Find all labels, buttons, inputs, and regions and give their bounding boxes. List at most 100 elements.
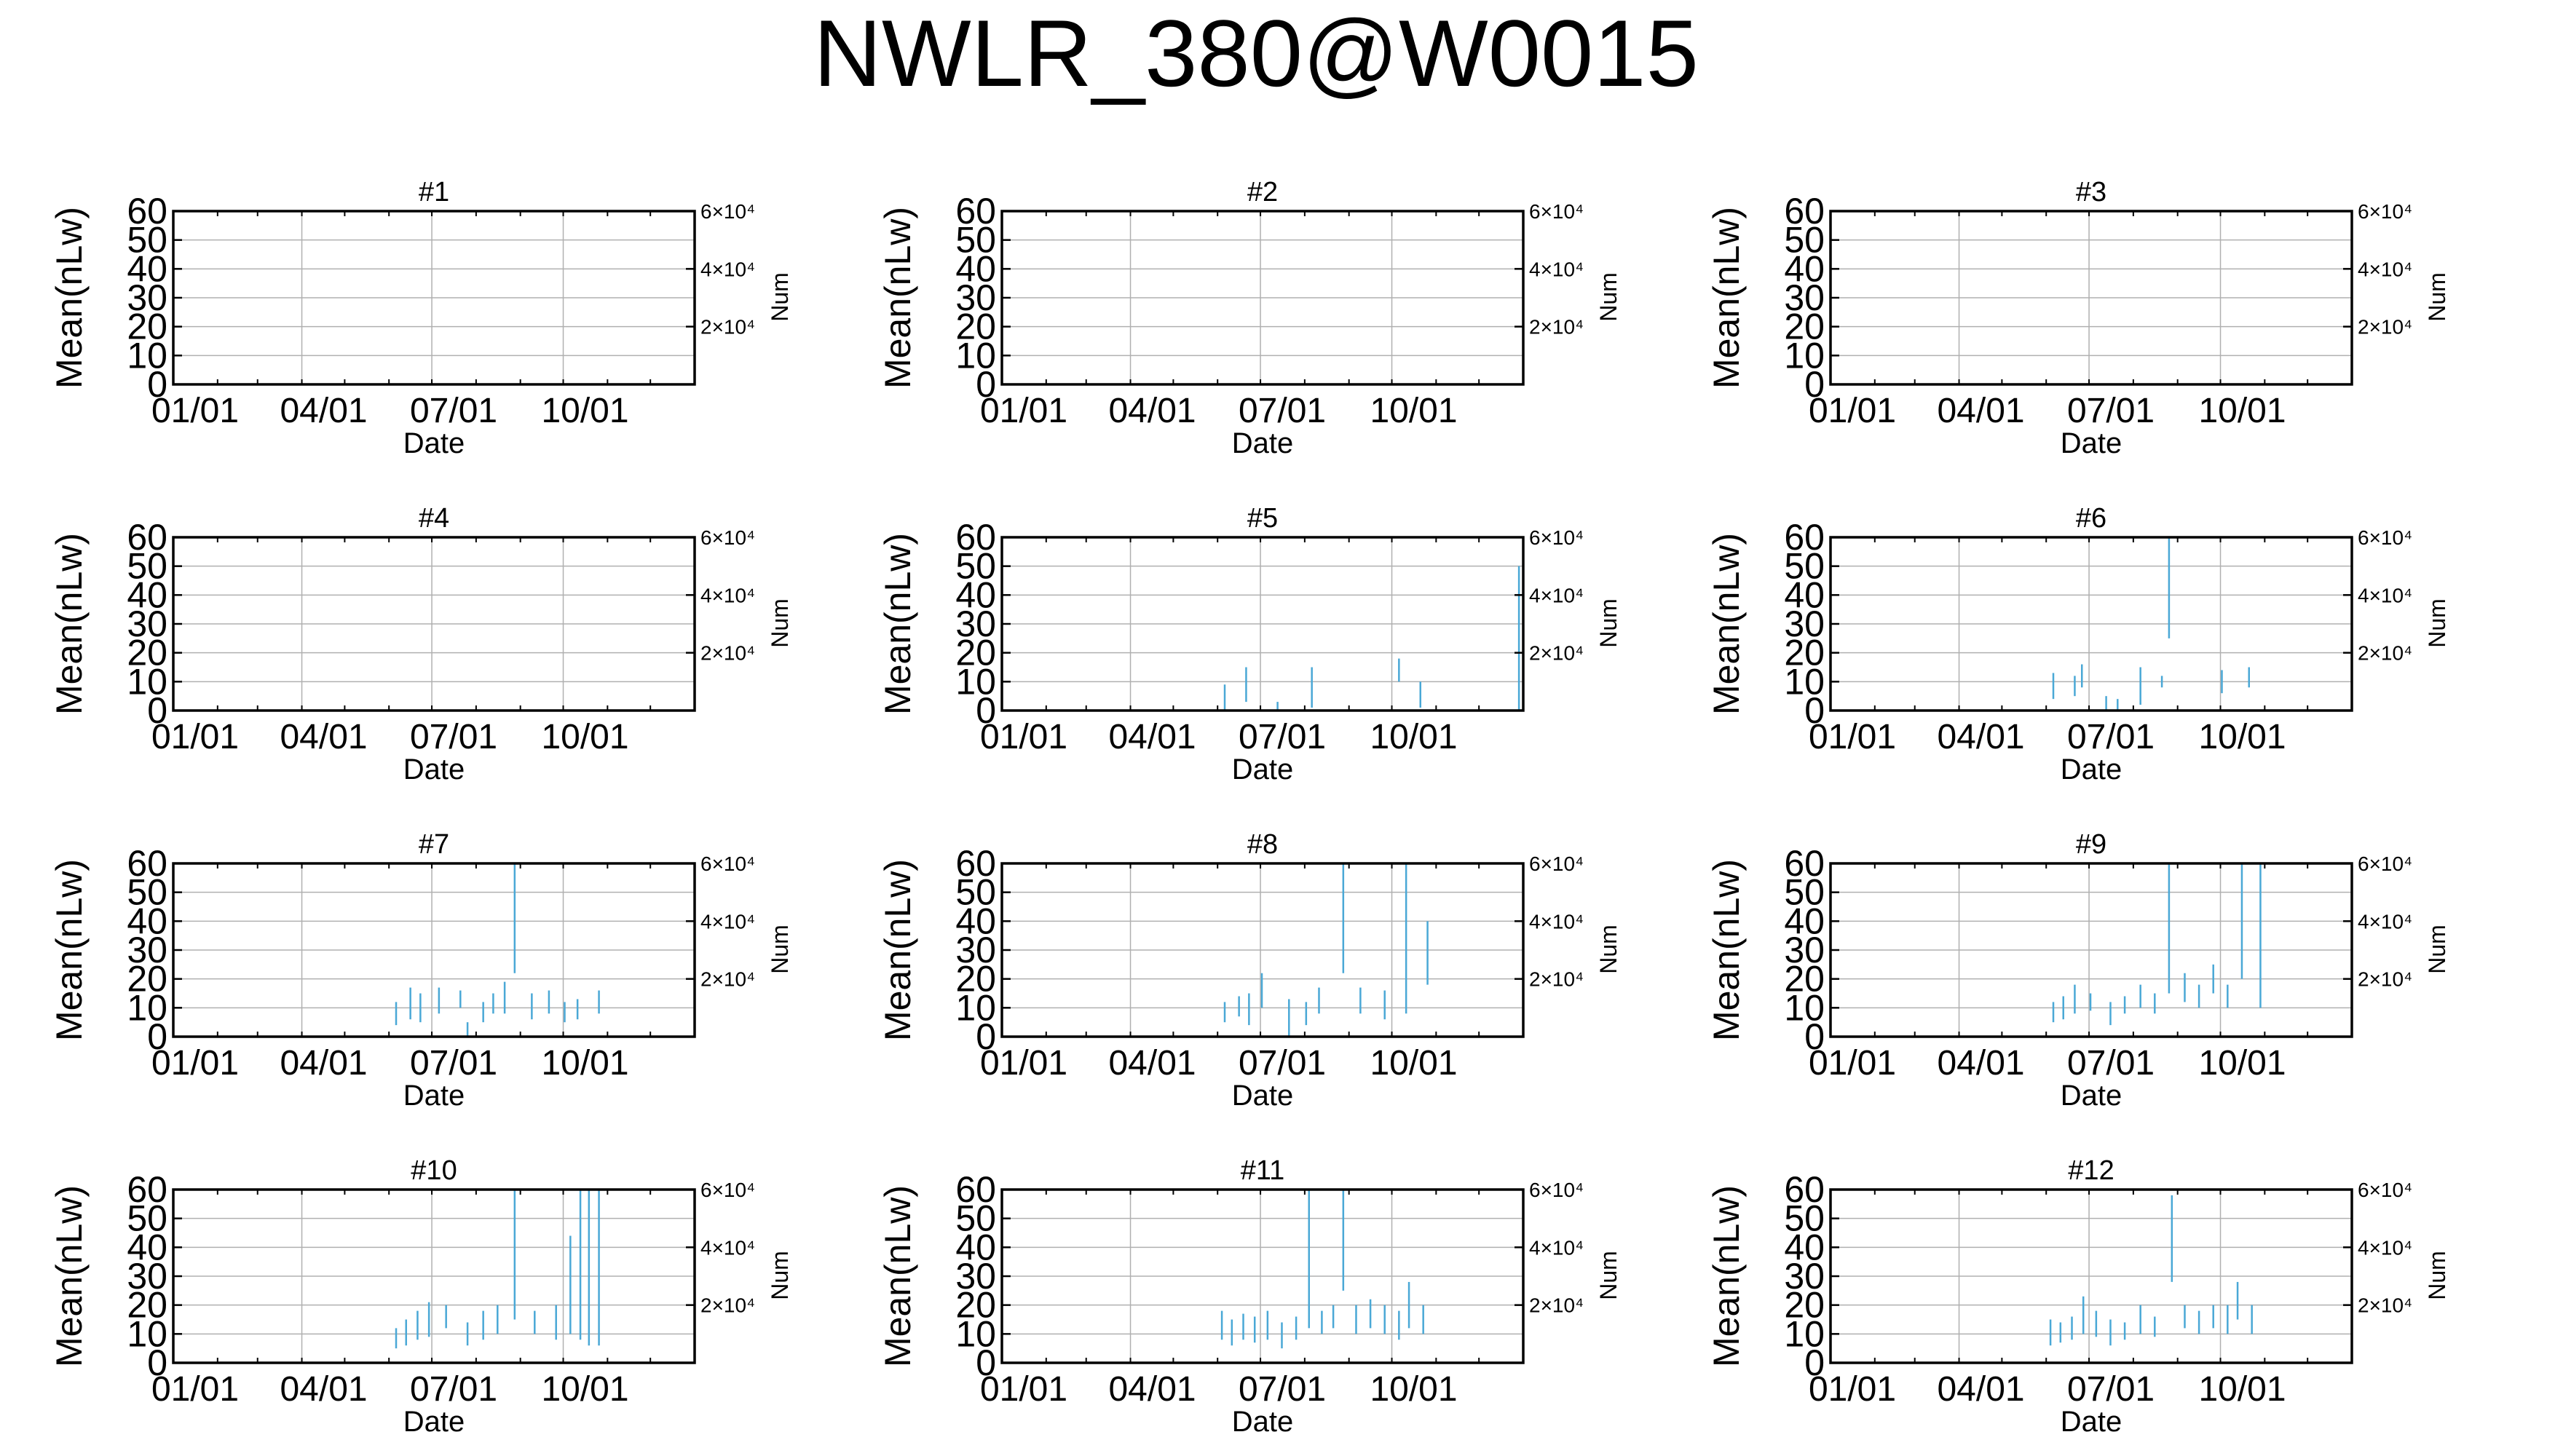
- y2-tick-label: 4×10⁴: [700, 910, 755, 933]
- y-tick-label: 40: [1784, 1227, 1825, 1267]
- y-tick-label: 20: [127, 306, 167, 347]
- y-axis-label: Mean(nLw): [49, 1185, 90, 1367]
- grid: [1002, 863, 1523, 1037]
- x-axis-label: Date: [403, 1080, 465, 1112]
- y2-tick-label: 2×10⁴: [700, 316, 755, 339]
- x-axis-label: Date: [1232, 1406, 1294, 1438]
- y-tick-label: 60: [127, 191, 167, 232]
- y-tick-label: 0: [1804, 364, 1825, 405]
- y2-axis-label: Num: [2424, 598, 2450, 648]
- panel-title: #1: [419, 177, 449, 207]
- y-tick-label: 10: [1784, 987, 1825, 1028]
- x-tick-label: 01/01: [980, 392, 1067, 430]
- y-tick-label: 40: [955, 1227, 996, 1267]
- panel-title: #12: [2068, 1155, 2114, 1186]
- y2-tick-label: 6×10⁴: [700, 526, 755, 549]
- y-tick-label: 10: [127, 335, 167, 376]
- grid: [173, 211, 695, 384]
- panel-title: #9: [2076, 829, 2106, 860]
- y-tick-label: 20: [1784, 1285, 1825, 1326]
- series: [1223, 863, 1429, 1037]
- y2-axis-label: Num: [767, 598, 793, 648]
- minor-ticks: [1873, 1190, 2309, 1363]
- y-axis-label: Mean(nLw): [1706, 207, 1747, 389]
- y2-tick-label: 6×10⁴: [2358, 1179, 2412, 1201]
- x-tick-label: 10/01: [1370, 1044, 1457, 1083]
- y2-axis-label: Num: [767, 272, 793, 322]
- x-tick-label: 10/01: [541, 392, 628, 430]
- x-tick-label: 04/01: [280, 1044, 367, 1083]
- series: [2052, 863, 2262, 1026]
- y-tick-label: 30: [1784, 1256, 1825, 1297]
- y-tick-label: 30: [1784, 277, 1825, 318]
- x-tick-label: 10/01: [1370, 1370, 1457, 1409]
- y-tick-label: 10: [1784, 661, 1825, 702]
- y-tick-label: 40: [955, 248, 996, 289]
- series: [1220, 1190, 1424, 1349]
- y-tick-label: 40: [127, 248, 167, 289]
- panel-title: #8: [1247, 829, 1278, 860]
- x-tick-label: 04/01: [280, 392, 367, 430]
- panel-title: #6: [2076, 503, 2106, 534]
- y2-axis-label: Num: [1595, 925, 1622, 974]
- panel-title: #5: [1247, 503, 1278, 534]
- grid: [1002, 537, 1523, 711]
- y2-tick-label: 2×10⁴: [700, 968, 755, 991]
- y2-tick-label: 6×10⁴: [700, 200, 755, 223]
- y2-axis-label: Num: [767, 925, 793, 974]
- x-axis-label: Date: [2061, 1080, 2122, 1112]
- x-tick-label: 07/01: [1239, 718, 1326, 756]
- y2-axis-label: Num: [2424, 1251, 2450, 1300]
- y2-tick-label: 6×10⁴: [2358, 200, 2412, 223]
- y-tick-label: 50: [955, 220, 996, 261]
- x-tick-label: 04/01: [1937, 718, 2024, 756]
- y-tick-label: 60: [1784, 1169, 1825, 1210]
- panel-title: #4: [419, 503, 449, 534]
- x-tick-label: 01/01: [1809, 1370, 1896, 1409]
- x-tick-label: 04/01: [1937, 392, 2024, 430]
- y-axis-label: Mean(nLw): [1706, 859, 1747, 1041]
- y-tick-label: 50: [955, 546, 996, 587]
- y-tick-label: 30: [127, 277, 167, 318]
- y2-tick-label: 2×10⁴: [700, 642, 755, 665]
- y-tick-label: 20: [955, 306, 996, 347]
- x-tick-label: 07/01: [1239, 392, 1326, 430]
- x-tick-label: 01/01: [151, 1370, 239, 1409]
- y2-axis-label: Num: [767, 1251, 793, 1300]
- y2-tick-label: 6×10⁴: [1529, 1179, 1584, 1201]
- y-tick-label: 10: [955, 335, 996, 376]
- y-tick-label: 30: [955, 604, 996, 644]
- y2-axis-label: Num: [1595, 598, 1622, 648]
- x-tick-label: 07/01: [1239, 1044, 1326, 1083]
- grid: [1002, 211, 1523, 384]
- y-tick-label: 60: [127, 843, 167, 884]
- panel-title: #11: [1241, 1155, 1285, 1186]
- y-tick-label: 30: [955, 930, 996, 970]
- y-tick-label: 50: [127, 220, 167, 261]
- y2-tick-label: 4×10⁴: [1529, 910, 1584, 933]
- series: [395, 863, 600, 1037]
- y-tick-label: 10: [127, 987, 167, 1028]
- y-tick-label: 20: [1784, 959, 1825, 1000]
- series: [395, 1190, 600, 1349]
- y-tick-label: 0: [1804, 1016, 1825, 1057]
- x-tick-label: 04/01: [280, 1370, 367, 1409]
- y-tick-label: 30: [1784, 604, 1825, 644]
- y2-tick-label: 4×10⁴: [2358, 258, 2412, 280]
- y2-tick-label: 4×10⁴: [2358, 1236, 2412, 1259]
- grid: [173, 1190, 695, 1363]
- y2-tick-label: 2×10⁴: [2358, 316, 2412, 339]
- y-tick-label: 0: [1804, 690, 1825, 731]
- y2-tick-label: 6×10⁴: [1529, 526, 1584, 549]
- x-tick-label: 04/01: [1937, 1044, 2024, 1083]
- x-tick-label: 01/01: [151, 1044, 239, 1083]
- y-tick-label: 10: [127, 661, 167, 702]
- y2-axis-label: Num: [2424, 925, 2450, 974]
- x-tick-label: 10/01: [541, 1370, 628, 1409]
- y-tick-label: 10: [1784, 335, 1825, 376]
